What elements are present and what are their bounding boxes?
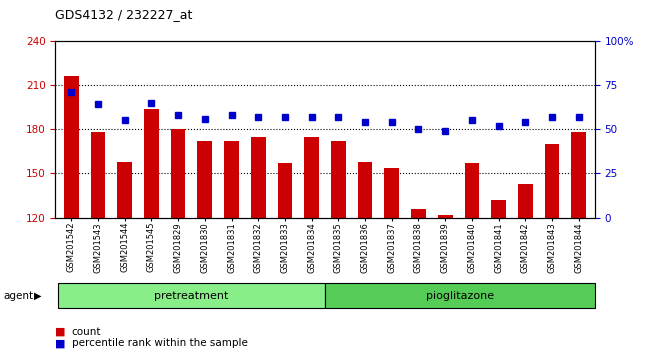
- Bar: [64, 76, 79, 218]
- Bar: [465, 163, 479, 218]
- Bar: [304, 137, 319, 218]
- Text: pretreatment: pretreatment: [154, 291, 229, 301]
- Bar: [90, 132, 105, 218]
- Bar: [224, 141, 239, 218]
- Text: ▶: ▶: [34, 291, 42, 301]
- Text: ■: ■: [55, 327, 66, 337]
- Text: percentile rank within the sample: percentile rank within the sample: [72, 338, 248, 348]
- Text: GDS4132 / 232227_at: GDS4132 / 232227_at: [55, 8, 192, 21]
- Text: ■: ■: [55, 338, 66, 348]
- Bar: [278, 163, 292, 218]
- Bar: [518, 184, 532, 218]
- Bar: [571, 132, 586, 218]
- Bar: [491, 200, 506, 218]
- Bar: [358, 162, 372, 218]
- Bar: [438, 215, 452, 218]
- Bar: [545, 144, 560, 218]
- Bar: [384, 167, 399, 218]
- Bar: [171, 129, 185, 218]
- Bar: [251, 137, 266, 218]
- Bar: [198, 141, 212, 218]
- Text: agent: agent: [3, 291, 33, 301]
- Text: pioglitazone: pioglitazone: [426, 291, 494, 301]
- Bar: [331, 141, 346, 218]
- Bar: [411, 209, 426, 218]
- Bar: [144, 109, 159, 218]
- Text: count: count: [72, 327, 101, 337]
- Bar: [118, 162, 132, 218]
